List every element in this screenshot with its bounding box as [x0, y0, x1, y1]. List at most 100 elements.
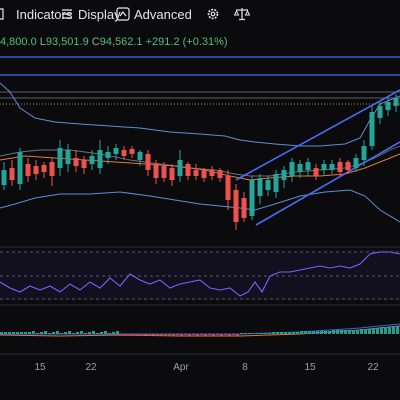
candle-body [297, 164, 303, 172]
candle-body [121, 150, 127, 156]
macd-histogram-bar [24, 332, 27, 334]
macd-histogram-bar [228, 334, 231, 336]
ohlc-change: +291.2 (+0.31%) [145, 36, 228, 48]
settings-button[interactable] [206, 5, 220, 23]
macd-histogram-bar [76, 332, 79, 334]
macd-histogram-bar [64, 332, 67, 334]
macd-histogram-bar [288, 332, 291, 334]
macd-histogram-bar [48, 333, 51, 334]
candle-body [241, 198, 247, 218]
candle-body [153, 164, 159, 178]
macd-histogram-bar [252, 333, 255, 334]
indicators-icon [0, 7, 12, 21]
candle-body [105, 152, 111, 158]
macd-histogram-bar [160, 334, 163, 335]
macd-pane [0, 304, 400, 337]
macd-histogram-bar [32, 331, 35, 334]
rsi-line [0, 251, 400, 297]
macd-histogram-bar [360, 329, 363, 334]
channel-upper-line[interactable] [235, 89, 400, 181]
macd-histogram-bar [364, 329, 367, 334]
candle-body [233, 190, 239, 222]
x-tick-label: 15 [304, 362, 316, 373]
indicators-label: Indicators [16, 6, 73, 22]
candle-body [249, 180, 255, 216]
macd-histogram-bar [4, 332, 7, 334]
advanced-icon [116, 7, 130, 21]
candle-body [337, 162, 343, 172]
macd-histogram-bar [116, 331, 119, 334]
macd-histogram-bar [212, 334, 215, 336]
macd-histogram-bar [164, 334, 167, 336]
macd-histogram-bar [72, 333, 75, 334]
macd-histogram-bar [308, 331, 311, 334]
candle-body [113, 148, 119, 154]
macd-histogram-bar [316, 331, 319, 334]
macd-histogram-bar [172, 334, 175, 336]
macd-histogram-bar [244, 333, 247, 334]
candle-body [161, 166, 167, 178]
macd-histogram-bar [148, 334, 151, 336]
macd-histogram-bar [156, 334, 159, 336]
candle-body [89, 156, 95, 164]
macd-histogram-bar [104, 331, 107, 334]
macd-histogram-bar [96, 333, 99, 334]
macd-histogram-bar [40, 332, 43, 334]
macd-histogram-bar [356, 330, 359, 334]
macd-histogram-bar [188, 334, 191, 336]
macd-histogram-bar [60, 333, 63, 334]
macd-histogram-bar [312, 331, 315, 334]
ohlc-readout: 4,800.0 L93,501.9 C94,562.1 +291.2 (+0.3… [0, 36, 228, 48]
candle-body [369, 112, 375, 146]
macd-histogram-bar [380, 327, 383, 334]
channel-lower-line[interactable] [255, 141, 400, 226]
macd-histogram-bar [376, 328, 379, 334]
candle-body [169, 168, 175, 180]
candle-body [137, 152, 143, 160]
macd-histogram-bar [372, 328, 375, 334]
candle-body [353, 158, 359, 168]
ohlc-low-key: L [39, 36, 46, 48]
candle-body [145, 154, 151, 170]
candle-body [41, 165, 47, 172]
advanced-button[interactable]: Advanced [116, 5, 192, 23]
macd-histogram-bar [128, 334, 131, 335]
macd-histogram-bar [320, 331, 323, 334]
rsi-band [0, 250, 400, 300]
macd-histogram-bar [132, 334, 135, 336]
x-tick-label: 8 [242, 362, 248, 373]
macd-histogram-bar [124, 334, 127, 336]
candle-body [345, 162, 351, 170]
macd-histogram-bar [28, 332, 31, 334]
x-axis: 15 22 Apr 8 15 22 [0, 353, 400, 373]
candle-body [305, 162, 311, 170]
indicators-button[interactable]: Indicators [0, 5, 72, 23]
macd-histogram-bar [200, 334, 203, 335]
candle-body [217, 170, 223, 178]
macd-histogram-bar [344, 330, 347, 334]
macd-histogram-bar [276, 332, 279, 334]
macd-histogram-bar [328, 331, 331, 334]
x-tick-label: 15 [34, 362, 46, 373]
macd-histogram-bar [0, 332, 3, 334]
macd-histogram-bar [388, 327, 391, 334]
candle-body [1, 170, 7, 185]
chart-toolbar: Indicators Display Advanced [0, 0, 400, 28]
macd-histogram-bar [280, 332, 283, 334]
macd-histogram-bar [20, 332, 23, 334]
candle-body [49, 162, 55, 176]
macd-histogram-bar [56, 331, 59, 334]
macd-histogram-bar [80, 331, 83, 334]
candle-body [225, 176, 231, 200]
macd-histogram-bar [348, 330, 351, 334]
candle-body [33, 166, 39, 174]
macd-histogram-bar [392, 326, 395, 334]
candle-body [257, 178, 263, 196]
balance-button[interactable] [233, 5, 251, 23]
macd-histogram-bar [196, 334, 199, 336]
display-button[interactable]: Display [60, 5, 121, 23]
candle-body [313, 168, 319, 176]
candle-body [81, 160, 87, 168]
macd-histogram-bar [272, 332, 275, 334]
